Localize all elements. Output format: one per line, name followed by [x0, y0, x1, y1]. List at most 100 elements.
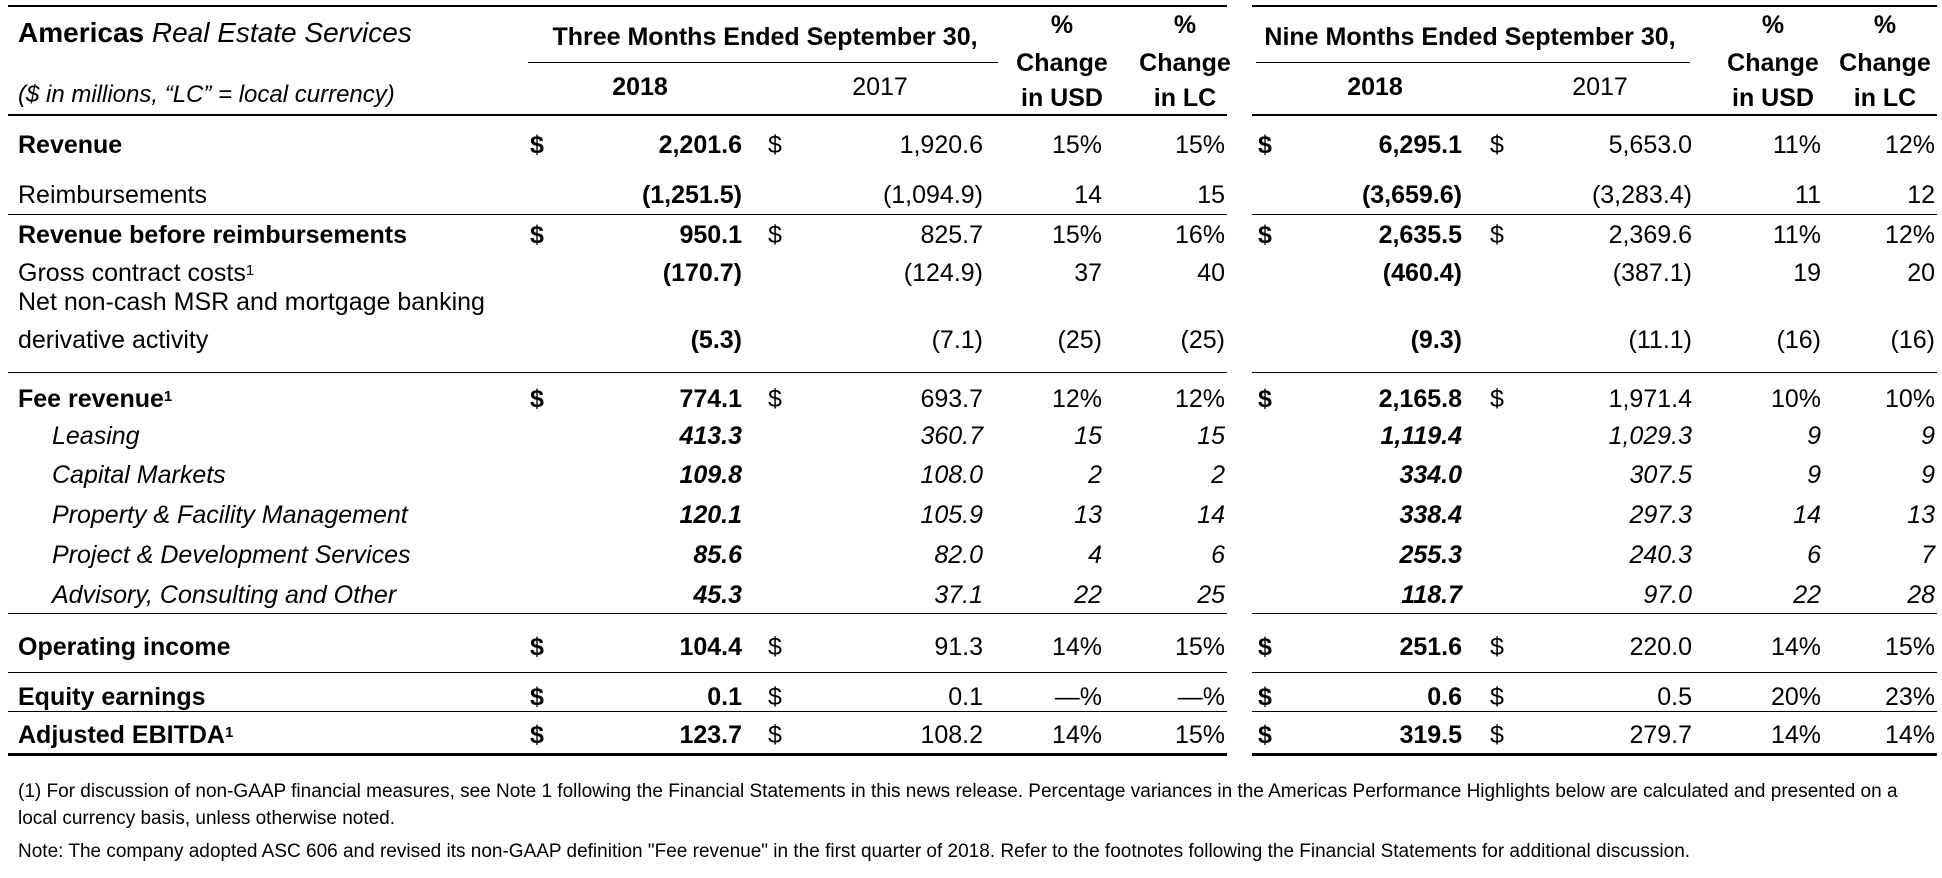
cell-q18: 413.3 [679, 422, 742, 450]
currency-symbol: $ [1258, 221, 1272, 249]
cell-q17: 360.7 [920, 422, 983, 450]
row-label-text: Fee revenue [18, 385, 164, 413]
row-label-text: derivative activity [18, 326, 209, 354]
cell-q18: 104.4 [679, 633, 742, 661]
top-rule-left [8, 5, 1227, 7]
footnote-ref: 1 [245, 262, 255, 279]
cell-nlc: 10% [1884, 385, 1935, 413]
q-change-usd-word: Change [1016, 49, 1108, 77]
currency-symbol: $ [1258, 721, 1272, 749]
currency-symbol: $ [1258, 385, 1272, 413]
cell-nusd: 14% [1770, 721, 1821, 749]
cell-nusd: (16) [1776, 326, 1821, 354]
cell-qlc: 15% [1174, 131, 1225, 159]
currency-symbol: $ [1490, 683, 1504, 711]
cell-n18: (9.3) [1410, 326, 1462, 354]
header-rule-left [8, 114, 1227, 116]
cell-q17: 37.1 [934, 581, 983, 609]
cell-q17: (7.1) [931, 326, 983, 354]
rule-after-reimb-left [8, 214, 1227, 215]
q-year-2017: 2017 [852, 73, 908, 101]
cell-nusd: 11% [1772, 221, 1821, 249]
cell-n18: 2,165.8 [1378, 385, 1462, 413]
title-italic: Real Estate Services [151, 17, 412, 48]
cell-qusd: 15% [1051, 221, 1102, 249]
nine-months-header: Nine Months Ended September 30, [1264, 23, 1676, 51]
currency-symbol: $ [768, 131, 782, 159]
cell-n17: (387.1) [1612, 259, 1692, 287]
cell-nlc: 13 [1907, 501, 1935, 529]
cell-qlc: 40 [1197, 259, 1225, 287]
three-months-underline [528, 62, 998, 63]
n-year-2018: 2018 [1347, 73, 1403, 101]
cell-nlc: 28 [1907, 581, 1935, 609]
cell-qusd: 4 [1088, 541, 1102, 569]
cell-q18: 45.3 [693, 581, 742, 609]
cell-q17: 693.7 [920, 385, 983, 413]
cell-q18: 950.1 [679, 221, 742, 249]
n-change-usd-unit: in USD [1732, 84, 1814, 112]
top-rule-right [1252, 5, 1937, 7]
row-label-property-facility-management: Property & Facility Management [52, 500, 408, 530]
cell-nlc: 20 [1907, 259, 1935, 287]
cell-n17: 220.0 [1629, 633, 1692, 661]
cell-q17: 108.2 [920, 721, 983, 749]
row-label-text: Adjusted EBITDA [18, 721, 225, 749]
currency-symbol: $ [768, 385, 782, 413]
cell-qusd: 14% [1051, 633, 1102, 661]
cell-qusd: 12% [1051, 385, 1102, 413]
cell-n17: 1,029.3 [1608, 422, 1692, 450]
rule-after-equity-right [1252, 711, 1937, 712]
header-rule-right [1252, 114, 1937, 116]
cell-qlc: (25) [1180, 326, 1225, 354]
cell-n18: 1,119.4 [1380, 422, 1462, 450]
row-label-text: Capital Markets [52, 461, 226, 489]
n-change-lc-word: Change [1839, 49, 1931, 77]
rule-after-msr-left [8, 372, 1227, 373]
cell-nusd: 9 [1807, 461, 1821, 489]
currency-symbol: $ [768, 721, 782, 749]
q-change-usd-unit: in USD [1021, 84, 1103, 112]
currency-symbol: $ [1490, 221, 1504, 249]
table-title: Americas Real Estate Services [18, 17, 412, 49]
cell-nusd: 14% [1770, 633, 1821, 661]
currency-symbol: $ [530, 385, 544, 413]
footnote-ref: 1 [163, 388, 173, 405]
cell-qusd: 22 [1074, 581, 1102, 609]
rule-after-fees-right [1252, 613, 1937, 614]
cell-nlc: 12% [1884, 221, 1935, 249]
footnote-ref: 1 [224, 724, 234, 741]
three-months-header: Three Months Ended September 30, [552, 23, 978, 51]
bottom-rule-right [1252, 753, 1937, 756]
cell-n18: 338.4 [1399, 501, 1462, 529]
row-label-operating-income: Operating income [18, 632, 231, 662]
row-label-text: Reimbursements [18, 181, 207, 209]
title-bold: Americas [18, 17, 145, 48]
cell-n17: 2,369.6 [1608, 221, 1692, 249]
cell-n18: 319.5 [1399, 721, 1462, 749]
cell-n18: (3,659.6) [1361, 181, 1462, 209]
cell-nlc: (16) [1890, 326, 1935, 354]
cell-n17: 297.3 [1629, 501, 1692, 529]
cell-nlc: 12% [1884, 131, 1935, 159]
cell-qlc: 16% [1174, 221, 1225, 249]
cell-nlc: 12 [1907, 181, 1935, 209]
q-change-lc-word: Change [1139, 49, 1231, 77]
cell-nlc: 7 [1921, 541, 1935, 569]
cell-n17: (3,283.4) [1591, 181, 1692, 209]
n-change-lc-unit: in LC [1853, 84, 1917, 112]
cell-n18: 334.0 [1399, 461, 1462, 489]
cell-qlc: —% [1177, 683, 1225, 711]
cell-nlc: 23% [1884, 683, 1935, 711]
currency-symbol: $ [530, 131, 544, 159]
cell-q18: 2,201.6 [658, 131, 742, 159]
cell-q17: 0.1 [948, 683, 983, 711]
row-label-fee-revenue: Fee revenue1 [18, 384, 172, 414]
cell-qusd: 15% [1051, 131, 1102, 159]
row-label-capital-markets: Capital Markets [52, 460, 226, 490]
cell-qusd: 2 [1088, 461, 1102, 489]
row-label-text: Leasing [52, 422, 140, 450]
cell-qusd: (25) [1057, 326, 1102, 354]
footnote-note: Note: The company adopted ASC 606 and re… [18, 841, 1691, 862]
